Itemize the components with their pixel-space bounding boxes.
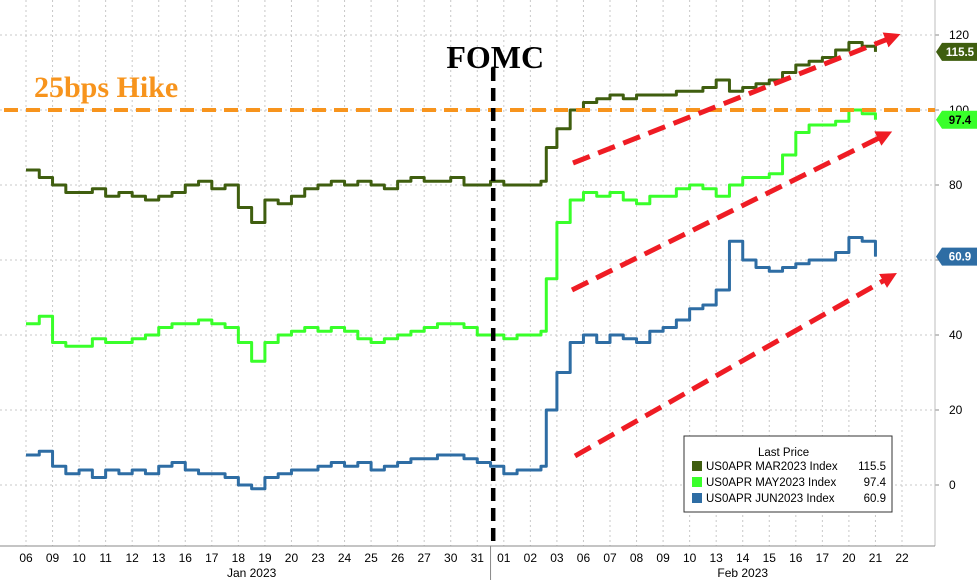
x-tick-label: 06 [577,551,591,565]
x-tick-label: 19 [258,551,272,565]
x-tick-label: 17 [816,551,830,565]
series-line [26,236,877,491]
x-tick-label: 09 [46,551,60,565]
y-tick-label: 20 [949,403,963,417]
legend-series-last: 115.5 [858,461,886,473]
series-line [26,41,877,224]
trend-arrows [570,32,901,459]
legend-box [683,435,893,513]
legend-swatch [692,493,702,503]
x-tick-label: 20 [842,551,856,565]
x-tick-label: 10 [72,551,86,565]
y-tick-label: 40 [949,328,963,342]
x-tick-label: 13 [710,551,724,565]
last-price-badge [936,42,977,61]
trend-arrow-jun [573,273,897,459]
legend-series-name: US0APR JUN2023 Index [706,493,835,505]
x-tick-label: 16 [789,551,803,565]
last-price-badge-value: 60.9 [949,252,971,264]
series-group [26,41,877,491]
legend-title: Last Price [758,447,809,459]
y-tick-label: 0 [949,478,956,492]
x-tick-label: 20 [285,551,299,565]
x-tick-label: 26 [391,551,405,565]
y-tick-label: 80 [949,178,963,192]
x-axis-labels: 06 09 10 11 12 13 16 17 18 19 20 23 24 25 26 27 30 31 01 02… [19,551,909,580]
x-tick-label: 16 [179,551,193,565]
x-tick-label: 11 [99,551,112,565]
x-tick-label: 30 [444,551,458,565]
x-tick-label: 18 [232,551,246,565]
x-tick-label: 06 [19,551,33,565]
legend-series-name: US0APR MAR2023 Index [706,461,838,473]
legend-swatch [692,477,702,487]
last-price-badge [936,110,977,129]
fomc-label: FOMC [446,39,544,75]
trend-arrow-mar [572,32,901,166]
x-tick-label: 27 [418,551,432,565]
series-line [26,108,877,363]
x-tick-label: 10 [683,551,697,565]
x-tick-label: 22 [895,551,909,565]
x-tick-label: 01 [497,551,511,565]
x-month-label: Feb 2023 [717,566,768,580]
x-month-label: Jan 2023 [227,566,277,580]
last-price-badge [936,247,977,266]
x-tick-label: 21 [869,551,883,565]
x-tick-label: 15 [763,551,777,565]
legend-swatch [692,461,702,471]
last-price-badge-value: 97.4 [949,115,972,127]
legend-series-last: 60.9 [864,493,886,505]
x-tick-label: 14 [736,551,750,565]
legend: Last Price US0APR MAR2023 Index 115.5US0A… [683,435,893,513]
gridlines [0,0,939,580]
x-tick-label: 07 [603,551,617,565]
x-tick-label: 08 [630,551,644,565]
x-tick-label: 13 [152,551,166,565]
y-tick-label: 120 [949,28,969,42]
x-tick-label: 23 [311,551,325,565]
legend-series-name: US0APR MAY2023 Index [706,477,836,489]
trend-arrow-may [570,131,893,293]
x-tick-label: 09 [656,551,670,565]
x-tick-label: 17 [205,551,219,565]
x-tick-label: 03 [550,551,564,565]
hike-label: 25bps Hike [34,71,178,104]
last-price-badge-value: 115.5 [946,47,975,59]
x-tick-label: 12 [126,551,140,565]
legend-items: US0APR MAR2023 Index 115.5 US0APR MAY2023 … [692,461,887,505]
last-price-badges: 115.5 97.4 60.9 [936,42,977,266]
x-tick-label: 02 [524,551,538,565]
x-tick-label: 25 [364,551,378,565]
x-tick-label: 31 [471,551,485,565]
x-tick-label: 24 [338,551,352,565]
legend-series-last: 97.4 [864,477,887,489]
